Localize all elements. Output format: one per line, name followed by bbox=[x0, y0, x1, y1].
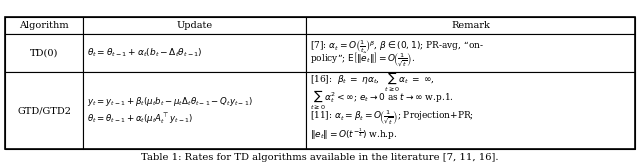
Text: Update: Update bbox=[177, 21, 212, 30]
Text: Table 1: Rates for TD algorithms available in the literature [7, 11, 16].: Table 1: Rates for TD algorithms availab… bbox=[141, 152, 499, 162]
Bar bbox=[83, 34, 306, 72]
Bar bbox=[5, 72, 83, 149]
Text: $\sum_{t\geq 0} \alpha_t^2 < \infty$; $e_t \to 0$ as $t \to \infty$ w.p.1.: $\sum_{t\geq 0} \alpha_t^2 < \infty$; $e… bbox=[310, 88, 454, 112]
Text: policy”; $\mathrm{E}\left[\|\hat{e}_t\|\right] = O\!\left(\frac{1}{\sqrt{t}}\rig: policy”; $\mathrm{E}\left[\|\hat{e}_t\|\… bbox=[310, 51, 415, 69]
Bar bbox=[83, 17, 306, 34]
Text: [7]: $\alpha_t = O\left(\frac{1}{t}\right)^{\beta}$, $\beta \in (0,1)$; PR-avg, : [7]: $\alpha_t = O\left(\frac{1}{t}\righ… bbox=[310, 39, 484, 55]
Bar bbox=[83, 72, 306, 149]
Text: $\theta_t = \theta_{t-1} + \alpha_t(b_t - \Delta_t\theta_{t-1})$: $\theta_t = \theta_{t-1} + \alpha_t(b_t … bbox=[87, 47, 203, 59]
Text: $\theta_t = \theta_{t-1} + \alpha_t(\mu_t A_t^\top y_{t-1})$: $\theta_t = \theta_{t-1} + \alpha_t(\mu_… bbox=[87, 111, 193, 126]
Bar bbox=[306, 72, 635, 149]
Text: Algorithm: Algorithm bbox=[19, 21, 69, 30]
Text: GTD/GTD2: GTD/GTD2 bbox=[17, 106, 71, 115]
Bar bbox=[306, 17, 635, 34]
Bar bbox=[5, 17, 83, 34]
Bar bbox=[306, 34, 635, 72]
Bar bbox=[5, 17, 635, 149]
Bar bbox=[5, 34, 83, 72]
Text: [16]:  $\beta_t \;=\; \eta\alpha_t$,  $\sum_{t\geq 0} \alpha_t \;=\; \infty$,: [16]: $\beta_t \;=\; \eta\alpha_t$, $\su… bbox=[310, 70, 435, 94]
Text: $\|e_t\| = O(t^{-\frac{1}{4}})$ w.h.p.: $\|e_t\| = O(t^{-\frac{1}{4}})$ w.h.p. bbox=[310, 126, 397, 142]
Text: TD(0): TD(0) bbox=[30, 49, 58, 57]
Text: $y_t = y_{t-1} + \beta_t(\mu_t b_t - \mu_t\Delta_t\theta_{t-1} - Q_t y_{t-1})$: $y_t = y_{t-1} + \beta_t(\mu_t b_t - \mu… bbox=[87, 95, 253, 108]
Text: Remark: Remark bbox=[451, 21, 490, 30]
Text: [11]: $\alpha_t = \beta_t = O\!\left(\frac{1}{\sqrt{t}}\right)$; Projection+PR;: [11]: $\alpha_t = \beta_t = O\!\left(\fr… bbox=[310, 109, 474, 127]
